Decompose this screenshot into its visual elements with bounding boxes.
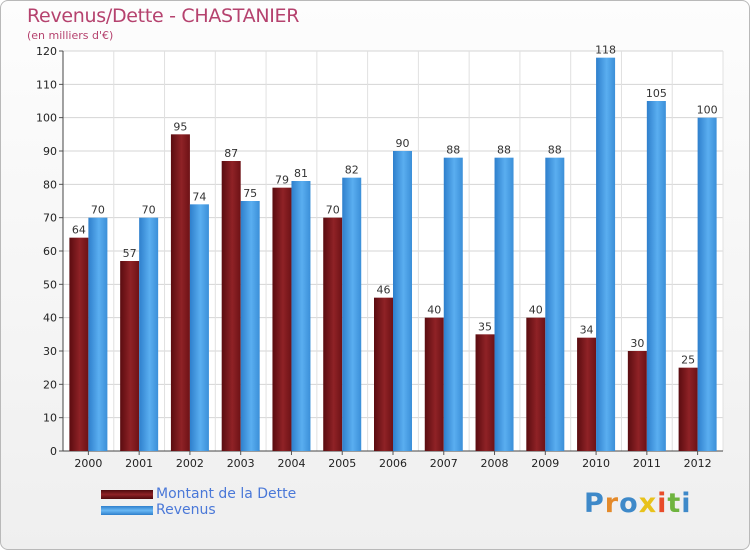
bar-dette [424, 317, 444, 451]
data-label-revenus: 70 [142, 204, 156, 217]
bar-dette [577, 337, 597, 451]
y-tick-label: 0 [50, 445, 57, 458]
data-label-dette: 57 [123, 247, 137, 260]
data-label-revenus: 88 [446, 144, 460, 157]
y-tick-label: 60 [43, 245, 57, 258]
data-label-dette: 40 [427, 304, 441, 317]
y-tick-label: 20 [43, 378, 57, 391]
data-label-dette: 79 [275, 174, 289, 187]
bar-dette [475, 334, 495, 451]
data-label-revenus: 81 [294, 167, 308, 180]
data-label-revenus: 75 [243, 187, 257, 200]
bar-dette [323, 217, 343, 451]
bar-dette [221, 161, 241, 451]
data-label-dette: 95 [173, 120, 187, 133]
data-labels: 64 70 57 70 95 74 87 75 79 81 70 82 46 90 40 88 35 88 40 88… [72, 44, 718, 367]
x-tick-label: 2001 [125, 457, 153, 470]
bar-revenus [443, 157, 463, 451]
data-label-revenus: 74 [192, 190, 206, 203]
data-label-revenus: 88 [497, 144, 511, 157]
logo-letter: t [667, 488, 682, 519]
bar-revenus [189, 204, 209, 451]
bar-dette [678, 367, 698, 451]
logo-letter: o [619, 488, 639, 519]
x-tick-label: 2008 [481, 457, 509, 470]
x-tick-label: 2009 [531, 457, 559, 470]
data-label-revenus: 70 [91, 204, 105, 217]
bar-revenus [697, 117, 717, 452]
data-label-dette: 87 [224, 147, 238, 160]
proxiti-logo: Proxiti [584, 488, 692, 519]
logo-letter: x [638, 488, 658, 519]
x-tick-label: 2011 [633, 457, 661, 470]
bar-chart: 0 10 20 30 40 50 60 70 80 90 100 110 120 2000 2001 2002… [36, 44, 724, 470]
legend-label-revenus: Revenus [156, 502, 216, 518]
bar-revenus [646, 101, 666, 451]
data-label-dette: 35 [478, 320, 492, 333]
bar-revenus [139, 217, 159, 451]
logo-letter: i [681, 488, 692, 519]
bar-dette [526, 317, 546, 451]
data-label-dette: 34 [580, 324, 594, 337]
data-label-revenus: 105 [646, 87, 667, 100]
y-tick-label: 10 [43, 412, 57, 425]
x-tick-label: 2004 [277, 457, 305, 470]
data-label-dette: 25 [681, 354, 695, 367]
x-tick-label: 2002 [176, 457, 204, 470]
y-tick-label: 30 [43, 345, 57, 358]
x-tick-label: 2003 [227, 457, 255, 470]
bar-revenus [342, 177, 362, 451]
y-tick-label: 100 [36, 112, 57, 125]
logo-letter: r [604, 488, 620, 519]
bar-revenus [545, 157, 565, 451]
bar-dette [272, 187, 292, 451]
data-label-revenus: 118 [595, 44, 616, 57]
y-tick-label: 70 [43, 212, 57, 225]
bars [69, 57, 717, 452]
legend-swatch-debt [101, 490, 153, 499]
bar-dette [374, 297, 393, 451]
bar-revenus [291, 181, 311, 451]
logo-letter: P [584, 488, 605, 519]
logo-letter: i [657, 488, 668, 519]
data-label-revenus: 88 [548, 144, 562, 157]
bar-dette [170, 134, 190, 452]
bar-dette [627, 351, 647, 451]
y-tick-label: 40 [43, 312, 57, 325]
bar-revenus [393, 151, 412, 451]
bar-revenus [596, 57, 616, 452]
y-tick-label: 80 [43, 178, 57, 191]
bar-revenus [240, 201, 260, 451]
y-tick-label: 120 [36, 45, 57, 58]
data-label-dette: 70 [326, 204, 340, 217]
legend-label-debt: Montant de la Dette [156, 486, 297, 502]
data-label-dette: 30 [630, 337, 644, 350]
data-label-revenus: 82 [345, 164, 359, 177]
x-tick-label: 2012 [684, 457, 712, 470]
data-label-dette: 46 [377, 284, 391, 297]
legend-swatch-revenus [101, 506, 153, 515]
bar-revenus [494, 157, 514, 451]
x-tick-label: 2010 [582, 457, 610, 470]
y-tick-label: 50 [43, 278, 57, 291]
data-label-dette: 64 [72, 224, 86, 237]
x-tick-label: 2007 [430, 457, 458, 470]
chart-title: Revenus/Dette - CHASTANIER [27, 5, 300, 27]
chart-subtitle: (en milliers d'€) [27, 29, 114, 42]
data-label-revenus: 90 [396, 137, 410, 150]
bar-dette [69, 237, 89, 451]
x-tick-label: 2006 [379, 457, 407, 470]
data-label-revenus: 100 [697, 104, 718, 117]
y-tick-label: 110 [36, 78, 57, 91]
data-label-dette: 40 [529, 304, 543, 317]
y-tick-label: 90 [43, 145, 57, 158]
x-tick-label: 2000 [74, 457, 102, 470]
bar-dette [120, 261, 140, 451]
bar-revenus [88, 217, 108, 451]
x-tick-label: 2005 [328, 457, 356, 470]
